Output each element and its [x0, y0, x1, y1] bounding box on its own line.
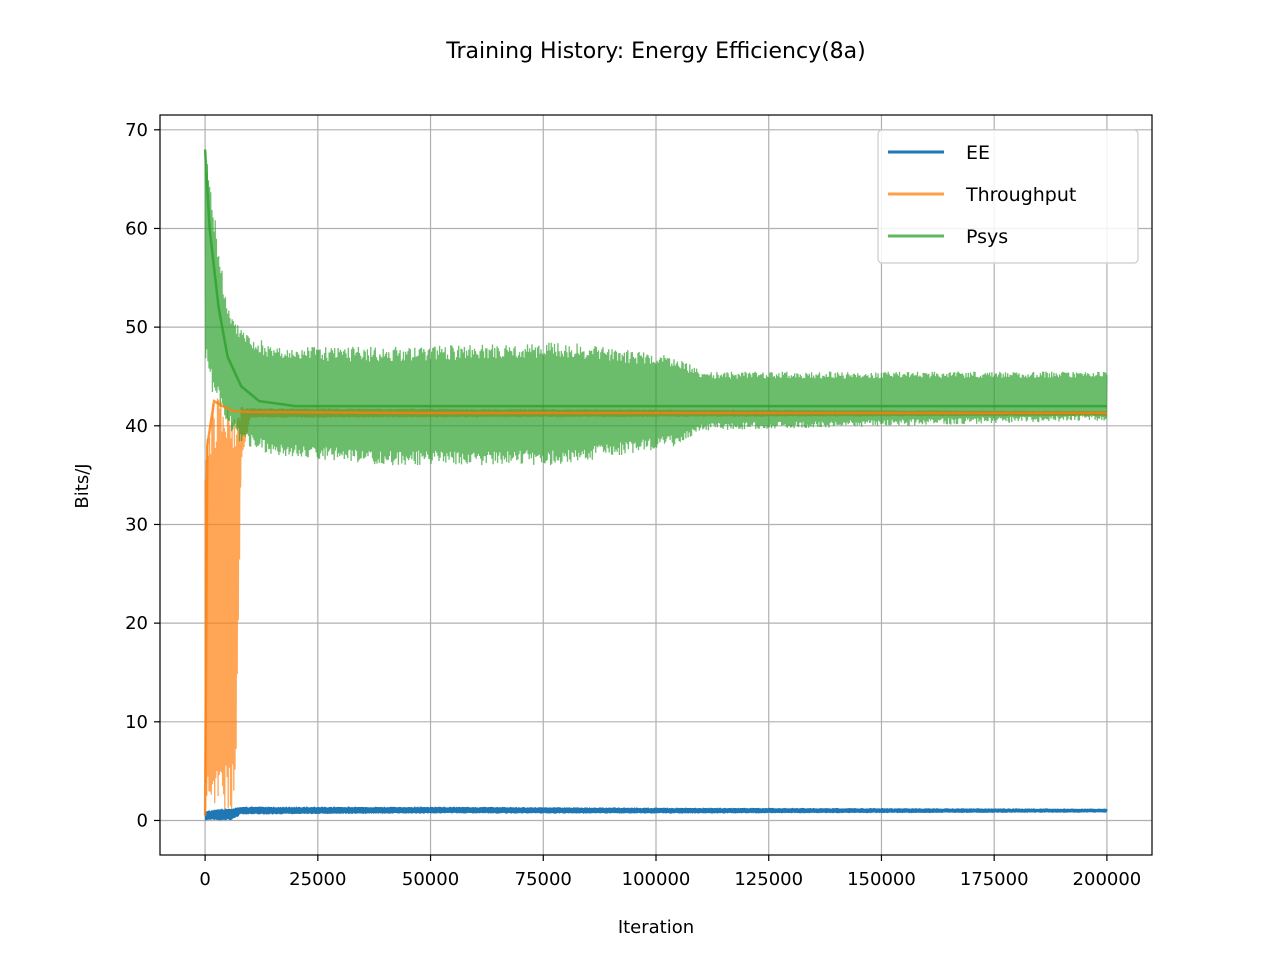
y-tick-label: 60 [125, 218, 148, 239]
y-tick-label: 70 [125, 120, 148, 141]
x-axis-label: Iteration [618, 917, 694, 938]
legend-box [877, 129, 1139, 264]
legend-label-ee: EE [966, 142, 990, 164]
x-axis: 0 25000 50000 75000 100000 125000 150000 175000… [199, 855, 1141, 890]
series-line-ee [204, 808, 1107, 817]
legend-label-throughput: Throughput [965, 184, 1076, 206]
y-tick-label: 50 [125, 317, 148, 338]
y-tick-label: 40 [125, 416, 148, 437]
y-tick-label: 20 [125, 613, 148, 634]
legend-label-psys: Psys [966, 226, 1008, 248]
x-tick-label: 100000 [622, 869, 691, 890]
legend: EE Throughput Psys [877, 129, 1139, 264]
series-lines [203, 149, 1107, 817]
x-tick-label: 50000 [402, 869, 459, 890]
y-tick-label: 10 [125, 712, 148, 733]
x-tick-label: 175000 [960, 869, 1029, 890]
x-tick-label: 125000 [734, 869, 803, 890]
x-tick-label: 75000 [515, 869, 572, 890]
y-axis-label: Bits/J [72, 463, 93, 508]
y-tick-label: 0 [137, 810, 148, 831]
y-axis: 0 10 20 30 40 50 60 70 [125, 120, 160, 831]
chart-title: Training History: Energy Efficiency(8a) [445, 39, 866, 64]
y-tick-label: 30 [125, 514, 148, 535]
x-tick-label: 25000 [289, 869, 346, 890]
x-tick-label: 200000 [1073, 869, 1142, 890]
x-tick-label: 150000 [847, 869, 916, 890]
x-tick-label: 0 [199, 869, 210, 890]
series-line-throughput [203, 399, 1107, 816]
series-line-psys [203, 149, 1107, 408]
